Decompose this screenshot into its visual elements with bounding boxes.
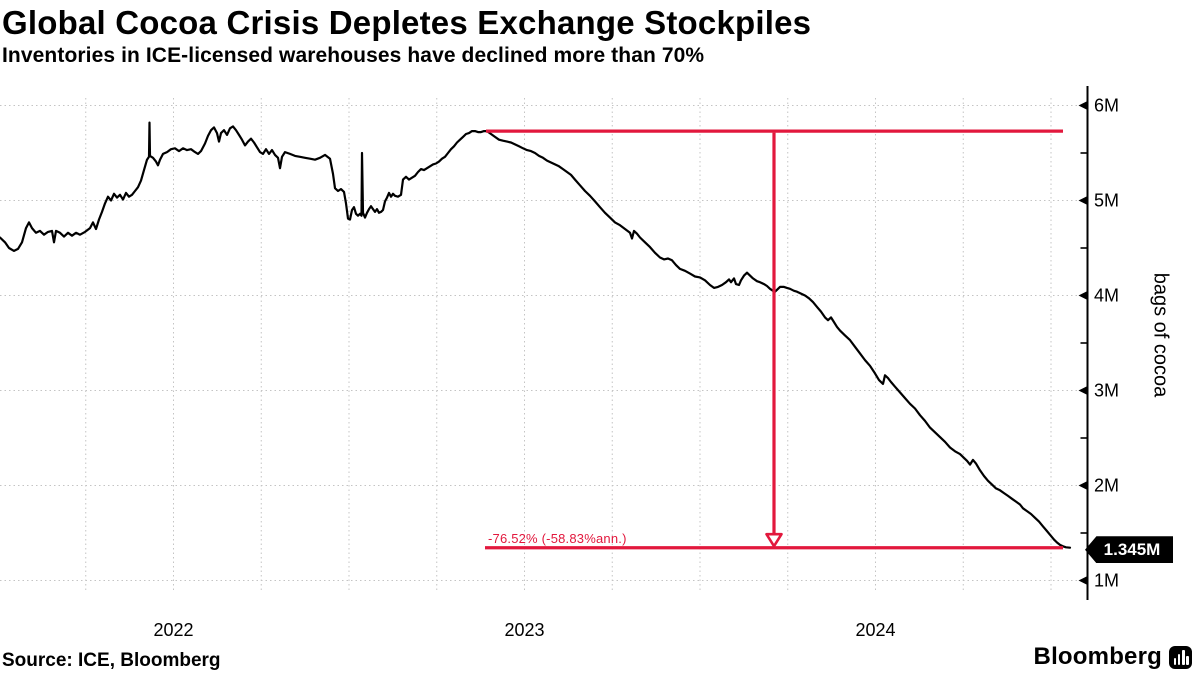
y-major-tick bbox=[1078, 291, 1088, 300]
y-tick-label: 5M bbox=[1094, 190, 1120, 210]
y-major-tick bbox=[1078, 481, 1088, 490]
source-credit: Source: ICE, Bloomberg bbox=[2, 650, 221, 671]
bloomberg-bars-icon bbox=[1169, 645, 1192, 669]
chart-subtitle: Inventories in ICE-licensed warehouses h… bbox=[2, 44, 705, 67]
bloomberg-logo: Bloomberg bbox=[1034, 643, 1192, 671]
down-arrow-icon bbox=[765, 532, 783, 548]
bloomberg-wordmark: Bloomberg bbox=[1033, 643, 1162, 670]
x-tick-label: 2022 bbox=[153, 620, 194, 640]
y-tick-label: 3M bbox=[1094, 380, 1120, 400]
decline-annotation-label: -76.52% (-58.83%ann.) bbox=[488, 530, 627, 546]
y-axis-title: bags of cocoa bbox=[1149, 272, 1172, 398]
y-tick-label: 6M bbox=[1094, 95, 1120, 115]
y-major-tick bbox=[1078, 386, 1088, 395]
inventory-line-series bbox=[0, 121, 1072, 549]
y-tick-label: 1M bbox=[1094, 570, 1120, 590]
chart-title: Global Cocoa Crisis Depletes Exchange St… bbox=[2, 4, 812, 41]
last-value-badge: 1.345M bbox=[1085, 536, 1173, 564]
y-major-tick bbox=[1078, 196, 1088, 205]
y-tick-label: 4M bbox=[1094, 285, 1120, 305]
x-tick-label: 2024 bbox=[855, 620, 896, 640]
y-major-tick bbox=[1078, 101, 1088, 110]
y-tick-label: 2M bbox=[1094, 475, 1120, 495]
x-tick-label: 2023 bbox=[504, 620, 545, 640]
y-major-tick bbox=[1078, 576, 1088, 585]
